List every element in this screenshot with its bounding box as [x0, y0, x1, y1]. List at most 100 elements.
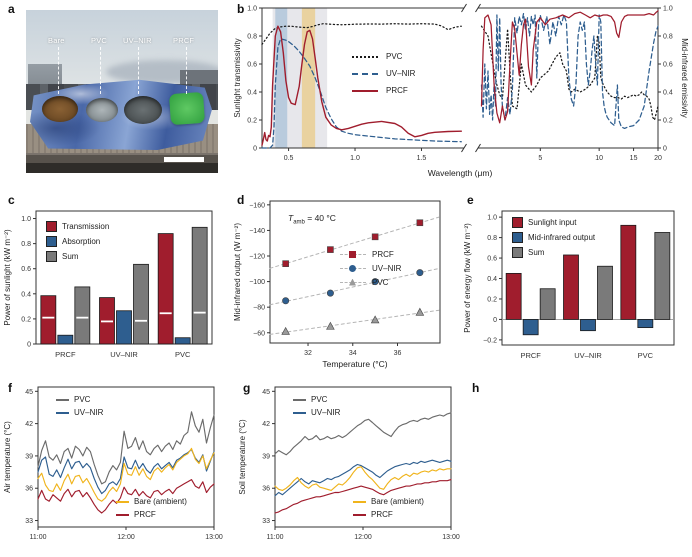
panel-g-legend-bottom: Bare (ambient) PRCF [353, 495, 424, 521]
svg-text:0.4: 0.4 [247, 90, 257, 97]
svg-text:0.6: 0.6 [247, 62, 257, 69]
svg-text:0.4: 0.4 [487, 276, 497, 283]
legend-label: PVC [311, 395, 328, 404]
svg-text:Mid-infrared emissivity: Mid-infrared emissivity [680, 38, 689, 118]
svg-text:0: 0 [253, 146, 257, 153]
legend-label: PRCF [372, 249, 394, 259]
legend-label: UV–NIR [386, 69, 416, 78]
svg-text:0: 0 [27, 342, 31, 349]
svg-text:34: 34 [349, 350, 357, 357]
photo-label-pvc: PVC [91, 36, 108, 45]
legend-label: PVC [74, 395, 91, 404]
panel-d: d −160 −140 −120 −100 −80 −60 32 34 36 Temperatur… [230, 185, 460, 375]
legend-label: Bare (ambient) [371, 497, 424, 506]
panel-letter-f: f [8, 381, 12, 395]
svg-text:13:00: 13:00 [205, 534, 223, 541]
leader-line [186, 47, 187, 94]
svg-text:0.2: 0.2 [21, 316, 31, 323]
svg-text:33: 33 [25, 518, 33, 525]
svg-text:0.6: 0.6 [487, 256, 497, 263]
svg-text:0: 0 [493, 317, 497, 324]
prcf-marker-swatch [340, 250, 366, 259]
panel-a: a Bare PVC UV–NIR PRCF [0, 0, 230, 185]
svg-text:PVC: PVC [175, 350, 191, 359]
leader-line [138, 47, 139, 94]
svg-text:0.5: 0.5 [284, 155, 294, 162]
legend-label: UV–NIR [74, 408, 104, 417]
prcf-green-film [168, 91, 206, 126]
panel-letter-h: h [472, 381, 480, 395]
svg-text:11:00: 11:00 [30, 534, 47, 541]
svg-text:0.8: 0.8 [21, 241, 31, 248]
panel-f-legend-top: PVC UV–NIR [56, 393, 103, 419]
pvc-line-swatch [56, 398, 69, 401]
soil-sample-bare [42, 96, 78, 122]
uvnir-line-swatch [293, 411, 306, 414]
mid-infrared-output-swatch [512, 232, 523, 243]
panel-letter-b: b [237, 2, 245, 16]
svg-text:20: 20 [654, 155, 662, 162]
svg-text:PVC: PVC [638, 351, 654, 360]
legend-label: PRCF [386, 86, 408, 95]
svg-text:UV–NIR: UV–NIR [110, 350, 138, 359]
photo-label-uvnir: UV–NIR [123, 36, 152, 45]
uvnir-line-swatch [352, 72, 378, 75]
legend-label: Sunlight input [528, 218, 577, 227]
svg-text:Soil temperature (°C): Soil temperature (°C) [238, 419, 247, 495]
spectra-chart: 0 0.2 0.4 0.6 0.8 1.0 0 0.2 0.4 0.6 0.8 1.0 0.5 1.0 1.… [233, 3, 689, 178]
svg-text:Mid-infrared output (W m⁻²): Mid-infrared output (W m⁻²) [233, 223, 242, 321]
panel-e: e −0.2 0 0.2 0.4 0.6 0.8 1.0 PRCF UV–NIR PVC Power… [460, 185, 692, 375]
leader-line [58, 47, 59, 94]
panel-letter-c: c [8, 193, 15, 207]
panel-g-legend-top: PVC UV–NIR [293, 393, 340, 419]
energy-flow-bar-chart: −0.2 0 0.2 0.4 0.6 0.8 1.0 PRCF UV–NIR PVC Power o… [463, 210, 675, 360]
bare-line-swatch [116, 500, 129, 503]
panel-letter-a: a [8, 2, 15, 16]
svg-text:36: 36 [25, 486, 33, 493]
svg-text:0.2: 0.2 [247, 118, 257, 125]
svg-text:45: 45 [262, 389, 270, 396]
svg-text:1.0: 1.0 [350, 155, 360, 162]
svg-text:42: 42 [25, 421, 33, 428]
photo-label-bare: Bare [48, 36, 65, 45]
panel-letter-e: e [467, 193, 474, 207]
legend-label: Bare (ambient) [134, 497, 187, 506]
absorption-swatch [46, 236, 57, 247]
svg-text:1.0: 1.0 [487, 215, 497, 222]
svg-text:1.5: 1.5 [417, 155, 427, 162]
water-loss-bar-chart [465, 375, 692, 557]
svg-text:1.0: 1.0 [247, 6, 257, 13]
panel-c-legend: Transmission Absorption Sum [46, 219, 109, 264]
svg-text:0.6: 0.6 [21, 266, 31, 273]
svg-text:36: 36 [394, 350, 402, 357]
legend-label: Transmission [62, 222, 110, 231]
panel-letter-d: d [237, 193, 245, 207]
prcf-line-swatch [353, 513, 366, 516]
svg-text:1.0: 1.0 [21, 216, 31, 223]
legend-label: Sum [62, 252, 79, 261]
svg-text:0.2: 0.2 [487, 296, 497, 303]
svg-text:Power of sunlight (kW m⁻²): Power of sunlight (kW m⁻²) [3, 229, 12, 326]
svg-text:36: 36 [262, 486, 270, 493]
svg-text:PRCF: PRCF [55, 350, 76, 359]
mid-infrared-output-scatter-chart: −160 −140 −120 −100 −80 −60 32 34 36 Temperature … [233, 200, 441, 369]
pvc-marker-swatch [340, 278, 366, 287]
field-photo: Bare PVC UV–NIR PRCF [26, 10, 218, 173]
sunlight-power-bar-chart: 0 0.2 0.4 0.6 0.8 1.0 PRCF UV–NIR PVC Power of su… [3, 210, 213, 359]
photo-label-prcf: PRCF [173, 36, 195, 45]
panel-f: f 33 36 39 42 45 11:00 12:00 13:00 Air temperatu… [0, 375, 237, 557]
svg-text:11:00: 11:00 [267, 534, 284, 541]
bare-line-swatch [353, 500, 366, 503]
panel-f-legend-bottom: Bare (ambient) PRCF [116, 495, 187, 521]
panel-c: c 0 0.2 0.4 0.6 0.8 1.0 PRCF UV–NIR PVC Power of … [0, 185, 230, 375]
sum-swatch [512, 247, 523, 258]
svg-text:−120: −120 [249, 254, 265, 261]
sum-swatch [46, 251, 57, 262]
svg-text:0.4: 0.4 [663, 90, 673, 97]
svg-text:UV–NIR: UV–NIR [574, 351, 602, 360]
sunlight-input-swatch [512, 217, 523, 228]
svg-text:42: 42 [262, 421, 270, 428]
svg-text:12:00: 12:00 [354, 534, 372, 541]
svg-text:−140: −140 [249, 228, 265, 235]
